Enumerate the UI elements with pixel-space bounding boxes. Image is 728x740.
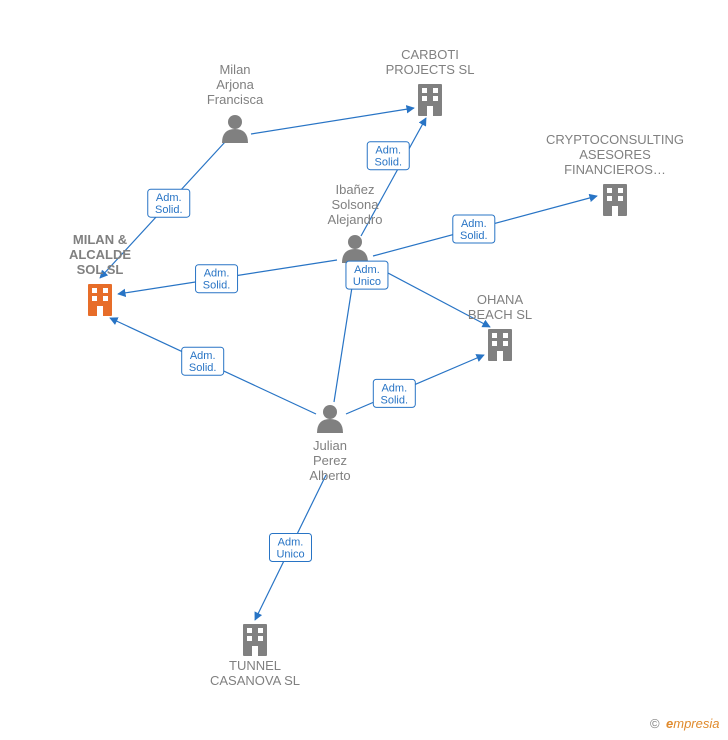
node-label: TUNNEL xyxy=(229,658,281,673)
node-label: Alejandro xyxy=(328,212,383,227)
edge-labels-layer: Adm.Solid.Adm.Solid.Adm.Solid.Adm.Solid.… xyxy=(148,142,495,562)
svg-text:Solid.: Solid. xyxy=(381,394,409,406)
company-node-milan_alcalde[interactable]: MILAN &ALCALDESOL SL xyxy=(69,232,131,316)
company-node-ohana[interactable]: OHANABEACH SL xyxy=(468,292,532,361)
person-icon xyxy=(317,405,343,433)
building-icon xyxy=(488,329,512,361)
edge-milan_arjona-carboti xyxy=(251,108,414,134)
svg-text:Unico: Unico xyxy=(353,276,381,288)
node-label: FINANCIEROS… xyxy=(564,162,666,177)
edge-label: Adm.Solid. xyxy=(373,379,415,407)
node-label: Ibañez xyxy=(335,182,374,197)
svg-text:Adm.: Adm. xyxy=(375,145,401,157)
node-label: CASANOVA SL xyxy=(210,673,300,688)
node-label: ASESORES xyxy=(579,147,651,162)
edge-label: Adm.Solid. xyxy=(196,265,238,293)
svg-text:Solid.: Solid. xyxy=(155,204,183,216)
person-icon xyxy=(342,235,368,263)
node-label: OHANA xyxy=(477,292,524,307)
building-icon xyxy=(603,184,627,216)
building-icon xyxy=(88,284,112,316)
edge-label: Adm.Solid. xyxy=(453,215,495,243)
footer-copyright: © xyxy=(650,716,660,731)
edge-label: Adm.Solid. xyxy=(367,142,409,170)
footer-brand: empresia xyxy=(666,716,719,731)
svg-text:Solid.: Solid. xyxy=(189,362,217,374)
svg-text:Unico: Unico xyxy=(276,549,304,561)
node-label: CRYPTOCONSULTING xyxy=(546,132,684,147)
network-diagram: MilanArjonaFrancisca IbañezSolsonaAlejand… xyxy=(0,0,728,740)
node-label: Alberto xyxy=(309,468,350,483)
svg-text:Solid.: Solid. xyxy=(460,230,488,242)
node-label: CARBOTI xyxy=(401,47,459,62)
svg-text:Solid.: Solid. xyxy=(203,280,231,292)
svg-text:Solid.: Solid. xyxy=(374,157,402,169)
svg-text:Adm.: Adm. xyxy=(381,382,407,394)
node-label: SOL SL xyxy=(77,262,124,277)
node-label: Francisca xyxy=(207,92,264,107)
svg-text:Adm.: Adm. xyxy=(156,192,182,204)
company-node-tunnel[interactable]: TUNNELCASANOVA SL xyxy=(210,624,300,688)
person-node-milan_arjona[interactable]: MilanArjonaFrancisca xyxy=(207,62,264,143)
edge-label: Adm.Solid. xyxy=(182,347,224,375)
node-label: BEACH SL xyxy=(468,307,532,322)
node-label: Julian xyxy=(313,438,347,453)
company-node-carboti[interactable]: CARBOTIPROJECTS SL xyxy=(386,47,475,116)
node-label: PROJECTS SL xyxy=(386,62,475,77)
person-icon xyxy=(222,115,248,143)
edge-label: Adm.Unico xyxy=(270,534,312,562)
person-node-ibanez[interactable]: IbañezSolsonaAlejandro xyxy=(328,182,383,263)
svg-text:Adm.: Adm. xyxy=(278,537,304,549)
svg-text:Adm.: Adm. xyxy=(461,218,487,230)
footer: © empresia xyxy=(650,716,719,731)
svg-text:Adm.: Adm. xyxy=(354,264,380,276)
svg-text:Adm.: Adm. xyxy=(204,268,230,280)
building-icon xyxy=(418,84,442,116)
person-node-julian[interactable]: JulianPerezAlberto xyxy=(309,405,350,483)
svg-text:Adm.: Adm. xyxy=(190,350,216,362)
node-label: Milan xyxy=(219,62,250,77)
node-label: MILAN & xyxy=(73,232,127,247)
node-label: ALCALDE xyxy=(69,247,131,262)
building-icon xyxy=(243,624,267,656)
node-label: Solsona xyxy=(332,197,380,212)
edge-label: Adm.Unico xyxy=(346,261,388,289)
node-label: Arjona xyxy=(216,77,254,92)
edge-label: Adm.Solid. xyxy=(148,189,190,217)
node-label: Perez xyxy=(313,453,347,468)
company-node-crypto[interactable]: CRYPTOCONSULTINGASESORESFINANCIEROS… xyxy=(546,132,684,216)
